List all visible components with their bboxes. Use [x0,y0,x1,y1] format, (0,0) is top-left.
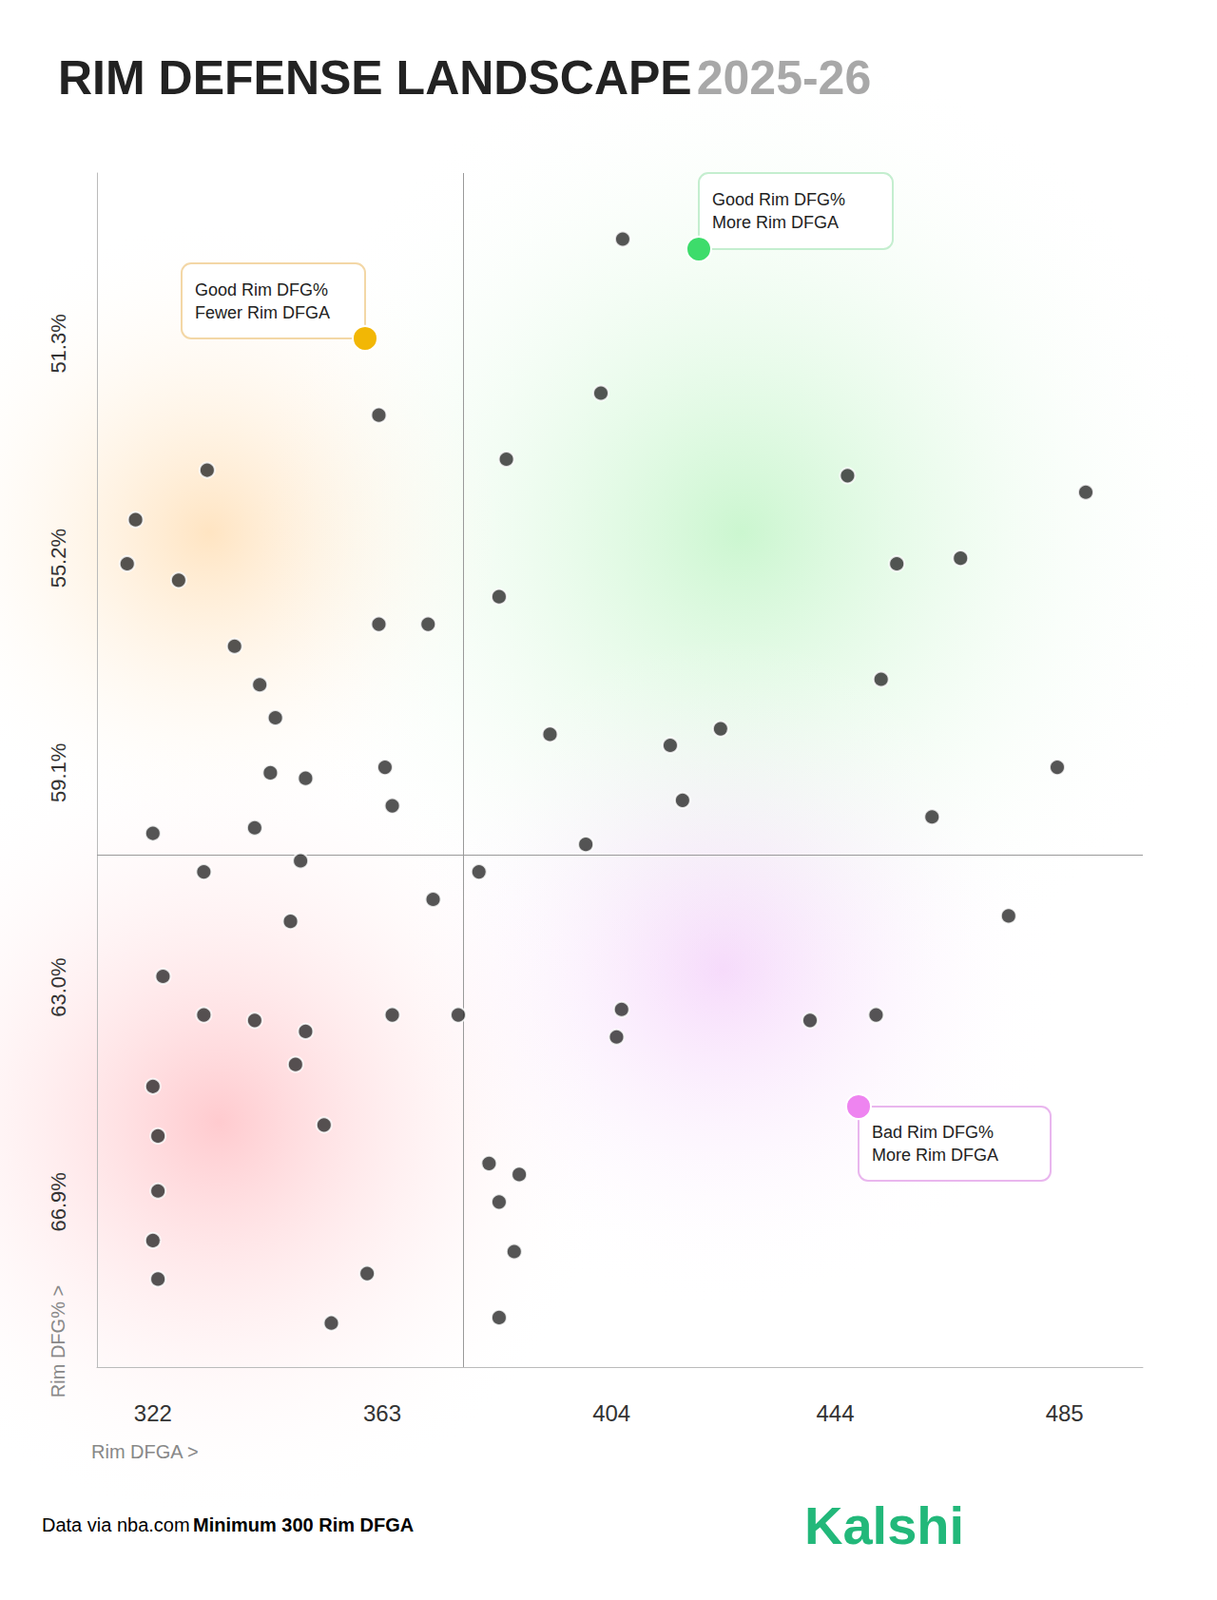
svg-text:444: 444 [815,1400,854,1427]
svg-text:Good Rim DFG%: Good Rim DFG% [194,280,329,300]
svg-text:63.0%: 63.0% [46,957,71,1017]
svg-text:59.1%: 59.1% [46,743,71,803]
svg-text:Bad Rim DFG%: Bad Rim DFG% [871,1122,994,1142]
svg-text:Rim DFG% >: Rim DFG% > [47,1285,69,1398]
svg-text:2025-26: 2025-26 [696,51,872,105]
svg-text:Minimum 300 Rim DFGA: Minimum 300 Rim DFGA [193,1514,414,1536]
svg-text:485: 485 [1045,1400,1084,1427]
svg-text:Data via nba.com: Data via nba.com [41,1514,191,1536]
svg-text:Good Rim DFG%: Good Rim DFG% [712,190,846,210]
svg-text:404: 404 [592,1400,631,1427]
svg-text:RIM DEFENSE LANDSCAPE: RIM DEFENSE LANDSCAPE [57,51,693,105]
svg-text:51.3%: 51.3% [46,313,71,373]
svg-text:More Rim DFGA: More Rim DFGA [712,212,839,232]
svg-text:More Rim DFGA: More Rim DFGA [871,1145,999,1165]
svg-text:55.2%: 55.2% [46,528,71,588]
svg-text:Rim DFGA >: Rim DFGA > [91,1441,199,1463]
svg-text:Fewer Rim DFGA: Fewer Rim DFGA [194,303,330,323]
svg-text:363: 363 [363,1400,402,1427]
svg-text:322: 322 [134,1400,173,1427]
svg-text:66.9%: 66.9% [46,1172,71,1232]
svg-text:Kalshi: Kalshi [804,1495,965,1556]
